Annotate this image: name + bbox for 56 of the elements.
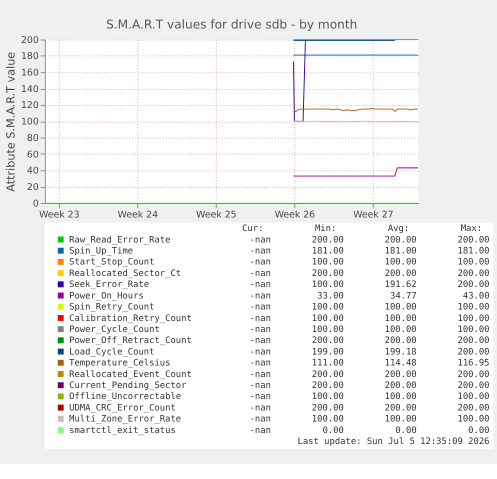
legend-label: Spin_Retry_Count	[69, 302, 154, 313]
text: -nan 33.00 34.77 43.00	[250, 291, 490, 302]
y-tick-label: 120	[20, 100, 39, 112]
y-tick-label: 80	[26, 132, 39, 144]
text: -nan 200.00 200.00 200.00	[250, 370, 490, 380]
text: -nan 0.00 0.00 0.00	[250, 426, 490, 436]
text: -nan 100.00 100.00 100.00	[250, 302, 490, 313]
y-tick-label: 160	[20, 68, 39, 79]
text: -nan 100.00 191.62 200.00	[250, 280, 490, 290]
text: Cur: Min: Avg: Max:	[242, 224, 482, 234]
x-tick-label: Week 27	[353, 210, 394, 221]
legend-label: Power_On_Hours	[69, 291, 144, 302]
text: -nan 200.00 200.00 200.00	[250, 336, 490, 346]
legend-label: Calibration_Retry_Count	[69, 314, 192, 324]
text: -nan 181.00 181.00 181.00	[250, 246, 490, 256]
y-tick-label: 40	[26, 166, 39, 177]
x-tick-label: Week 23	[39, 210, 80, 221]
x-tick-label: Week 25	[196, 210, 237, 221]
legend-label: Spin_Up_Time	[69, 246, 134, 256]
x-tick-label: Week 24	[118, 210, 158, 221]
x-tick-label: Week 26	[274, 210, 316, 221]
y-tick-label: 0	[32, 198, 39, 210]
chart-title: S.M.A.R.T values for drive sdb - by month	[106, 17, 358, 32]
legend-label: Start_Stop_Count	[69, 258, 154, 268]
text: -nan 100.00 100.00 100.00	[250, 324, 490, 335]
legend-label: Load_Cycle_Count	[69, 347, 154, 358]
legend-label: Reallocated_Sector_Ct	[69, 268, 182, 279]
text: -nan 111.00 114.48 116.95	[250, 358, 490, 369]
y-axis-title: Attribute S.M.A.R.T value	[4, 52, 18, 192]
y-tick-label: 180	[20, 51, 39, 62]
text: Last update: Sun Jul 5 12:35:09 2026	[297, 437, 490, 448]
text: -nan 200.00 200.00 200.00	[250, 381, 490, 392]
y-tick-label: 100	[20, 116, 39, 128]
text: -nan 100.00 100.00 100.00	[250, 414, 490, 425]
text: -nan 200.00 200.00 200.00	[250, 235, 490, 246]
y-tick-label: 20	[26, 182, 39, 193]
legend-label: Reallocated_Event_Count	[69, 370, 192, 380]
y-tick-label: 200	[20, 34, 39, 46]
text: -nan 200.00 200.00 200.00	[250, 403, 490, 414]
legend-label: Temperature_Celsius	[69, 358, 170, 369]
text: -nan 100.00 100.00 100.00	[250, 392, 490, 402]
y-tick-label: 60	[26, 149, 39, 160]
text: -nan 200.00 200.00 200.00	[250, 268, 490, 279]
legend-label: Seek_Error_Rate	[69, 280, 150, 290]
legend-label: Power_Cycle_Count	[69, 324, 160, 335]
legend-label: smartctl_exit_status	[69, 426, 176, 436]
text: -nan 100.00 100.00 100.00	[250, 314, 490, 324]
legend-label: Current_Pending_Sector	[69, 381, 186, 392]
legend-label: Multi_Zone_Error_Rate	[69, 414, 182, 425]
legend-label: Offline_Uncorrectable	[69, 392, 182, 402]
legend-label: Raw_Read_Error_Rate	[69, 235, 170, 246]
legend-label: Power_Off_Retract_Count	[69, 336, 192, 346]
text: -nan 100.00 100.00 100.00	[250, 258, 490, 268]
text: -nan 199.00 199.18 200.00	[250, 347, 490, 358]
y-tick-label: 140	[20, 84, 39, 95]
legend-label: UDMA_CRC_Error_Count	[69, 403, 176, 414]
